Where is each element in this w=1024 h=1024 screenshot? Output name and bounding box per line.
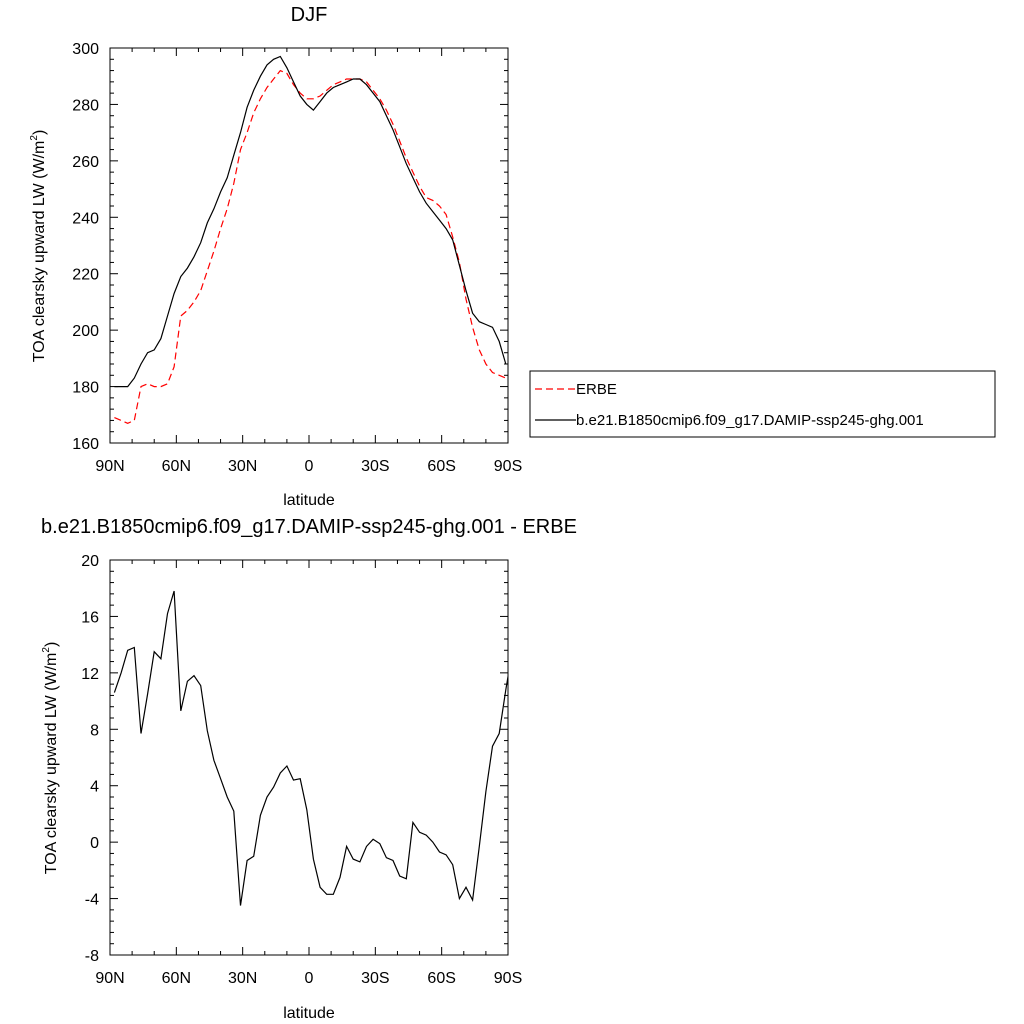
top-plot-frame [109,47,509,444]
bottom-y-tick-label: 16 [81,609,99,626]
bottom-x-tick-label: 0 [305,970,314,987]
bottom-y-axis-label-text: TOA clearsky upward LW (W/m [43,653,60,875]
top-chart-title: DJF [291,4,328,26]
top-y-tick-label: 300 [72,41,99,58]
legend-box [529,370,996,438]
bottom-y-tick-label: 20 [81,553,99,570]
top-series-line-0 [114,69,507,424]
top-y-axis-label-close: ) [31,130,48,135]
bottom-y-axis-label-close: ) [43,642,60,647]
top-x-axis-label: latitude [283,492,335,509]
top-y-tick-label: 180 [72,380,99,397]
bottom-y-tick-label: 12 [81,666,99,683]
top-plot-area: 90N 60N 30N 0 30S 60S 90S 160 180 200 220 240 260 280… [72,41,522,475]
top-y-tick-label: 240 [72,210,99,227]
top-y-tick-label: 280 [72,97,99,114]
bottom-y-tick-label: 0 [90,835,99,852]
bottom-y-axis-label: TOA clearsky upward LW (W/m2) [41,642,60,875]
top-y-axis-label: TOA clearsky upward LW (W/m2) [29,130,48,363]
bottom-x-tick-label: 60N [162,970,191,987]
bottom-y-tick-label: -8 [85,948,99,965]
bottom-plot-frame [109,559,509,956]
top-x-tick-label: 90N [95,458,124,475]
top-x-tick-label: 30N [228,458,257,475]
bottom-y-tick-label: -4 [85,892,99,909]
bottom-x-tick-label: 90N [95,970,124,987]
top-x-tick-label: 90S [494,458,522,475]
top-y-tick-label: 200 [72,323,99,340]
top-y-tick-label: 260 [72,154,99,171]
top-x-tick-label: 30S [361,458,389,475]
bottom-x-tick-label: 30S [361,970,389,987]
top-y-axis-label-sup: 2 [29,135,40,141]
bottom-x-axis-label: latitude [283,1005,335,1022]
bottom-series-line-0 [113,590,508,906]
bottom-x-tick-label: 30N [228,970,257,987]
legend-erbe-label: ERBE [576,381,617,398]
top-panel: DJF 90N 60N 30N 0 30S 60S 90S 160 180 200 220 240 26… [29,4,522,509]
top-y-tick-label: 160 [72,436,99,453]
bottom-y-axis-label-sup: 2 [41,647,52,653]
legend-model-label: b.e21.B1850cmip6.f09_g17.DAMIP-ssp245-gh… [576,412,924,429]
top-series-line-1 [114,55,507,388]
top-x-tick-label: 0 [305,458,314,475]
legend: ERBE b.e21.B1850cmip6.f09_g17.DAMIP-ssp2… [529,370,996,438]
top-y-axis-label-text: TOA clearsky upward LW (W/m [31,141,48,363]
top-x-tick-label: 60N [162,458,191,475]
bottom-x-tick-label: 60S [427,970,455,987]
bottom-chart-title: b.e21.B1850cmip6.f09_g17.DAMIP-ssp245-gh… [41,516,577,538]
bottom-panel: b.e21.B1850cmip6.f09_g17.DAMIP-ssp245-gh… [41,516,577,1022]
top-y-tick-label: 220 [72,267,99,284]
bottom-y-tick-label: 8 [90,722,99,739]
bottom-y-tick-label: 4 [90,779,99,796]
top-x-tick-label: 60S [427,458,455,475]
bottom-plot-area: 90N 60N 30N 0 30S 60S 90S -8 -4 0 4 8 12 16 20 [81,553,522,987]
bottom-x-tick-label: 90S [494,970,522,987]
